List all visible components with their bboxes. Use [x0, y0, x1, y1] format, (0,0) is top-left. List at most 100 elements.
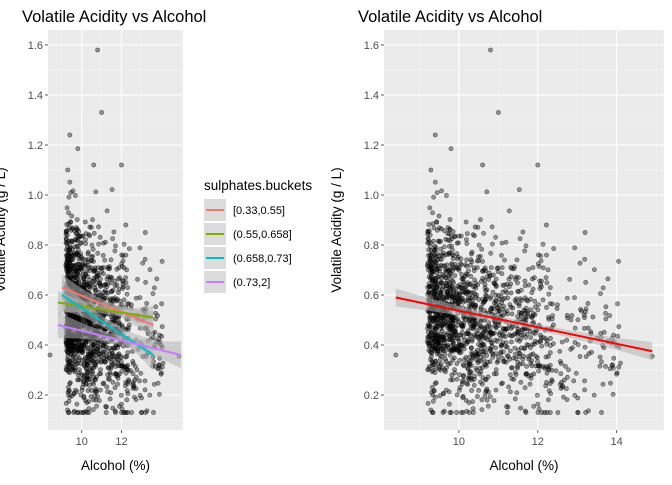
data-point: [63, 231, 69, 237]
data-point: [502, 334, 508, 339]
data-point: [65, 358, 71, 364]
data-point: [67, 380, 73, 386]
data-point: [489, 241, 495, 247]
data-point: [582, 256, 588, 262]
data-point: [523, 334, 528, 340]
data-point: [85, 351, 91, 357]
data-point: [433, 263, 439, 269]
data-point: [439, 275, 444, 281]
data-point: [532, 312, 538, 318]
data-point: [479, 407, 485, 413]
data-point: [130, 371, 136, 377]
data-point: [484, 287, 490, 293]
data-point: [97, 234, 103, 240]
x-tick-label: 10: [76, 436, 88, 448]
data-point: [511, 264, 517, 270]
data-point: [437, 393, 443, 399]
data-point: [470, 410, 476, 415]
data-point: [575, 342, 581, 348]
data-point: [491, 281, 497, 287]
data-point: [103, 353, 109, 358]
data-point: [431, 194, 436, 200]
data-point: [454, 361, 460, 367]
data-point: [600, 381, 606, 387]
data-point: [138, 370, 144, 376]
data-point: [117, 275, 123, 280]
data-point: [510, 305, 516, 311]
data-point: [72, 359, 78, 364]
data-point: [508, 290, 514, 296]
left-panel: 10 12 0.2 0.4 0.6 0.8 1.0 1.2 1.4 1.6 Volatile Aci…: [0, 8, 206, 473]
data-point: [63, 400, 69, 406]
data-point: [74, 314, 80, 320]
data-point: [142, 387, 148, 393]
data-point: [123, 222, 129, 228]
data-point: [120, 364, 125, 369]
data-point: [426, 281, 432, 287]
data-point: [429, 270, 435, 276]
data-point: [131, 383, 137, 389]
data-point: [92, 393, 98, 399]
data-point: [66, 388, 72, 394]
data-point: [147, 267, 153, 272]
data-point: [430, 210, 435, 216]
data-point: [441, 295, 446, 300]
data-point: [474, 394, 480, 399]
data-point: [144, 301, 150, 306]
data-point: [426, 222, 432, 227]
data-point: [532, 298, 538, 304]
data-point: [438, 257, 444, 262]
data-point: [502, 257, 507, 263]
data-point: [85, 370, 91, 376]
data-point: [449, 285, 455, 291]
y-tick-label: 1.0: [364, 190, 379, 202]
data-point: [447, 352, 453, 358]
data-point: [563, 363, 568, 369]
y-tick-label: 0.4: [28, 340, 43, 352]
data-point: [536, 302, 541, 308]
data-point: [90, 253, 95, 259]
data-point: [459, 271, 464, 277]
data-point: [91, 342, 96, 348]
data-point: [512, 297, 518, 303]
data-point: [535, 392, 540, 398]
data-point: [80, 271, 86, 277]
data-point: [469, 249, 475, 255]
data-point: [521, 353, 527, 359]
data-point: [66, 210, 71, 216]
data-point: [500, 306, 505, 312]
data-point: [592, 267, 597, 272]
data-point: [77, 233, 83, 239]
data-point: [75, 243, 81, 249]
data-point: [471, 305, 477, 310]
data-point: [488, 250, 494, 256]
data-point: [540, 241, 546, 247]
data-point: [456, 387, 462, 393]
data-point: [564, 337, 570, 343]
data-point: [461, 343, 466, 349]
data-point: [425, 231, 430, 237]
data-point: [455, 254, 461, 260]
data-point: [445, 344, 451, 350]
data-point: [487, 359, 493, 365]
data-point: [432, 132, 438, 138]
data-point: [120, 278, 126, 284]
data-point: [500, 349, 506, 354]
data-point: [547, 285, 553, 290]
data-point: [124, 353, 130, 359]
data-point: [87, 376, 92, 382]
data-point: [123, 252, 129, 258]
data-point: [551, 246, 557, 251]
data-point: [71, 253, 77, 259]
data-point: [463, 271, 469, 277]
data-point: [526, 266, 531, 272]
data-point: [522, 345, 527, 351]
data-point: [466, 400, 472, 405]
data-point: [557, 348, 563, 354]
data-point: [471, 268, 477, 274]
data-point: [124, 397, 130, 403]
data-point: [96, 354, 102, 360]
data-point: [47, 352, 53, 358]
trend-line: [57, 324, 182, 356]
data-point: [100, 381, 106, 387]
